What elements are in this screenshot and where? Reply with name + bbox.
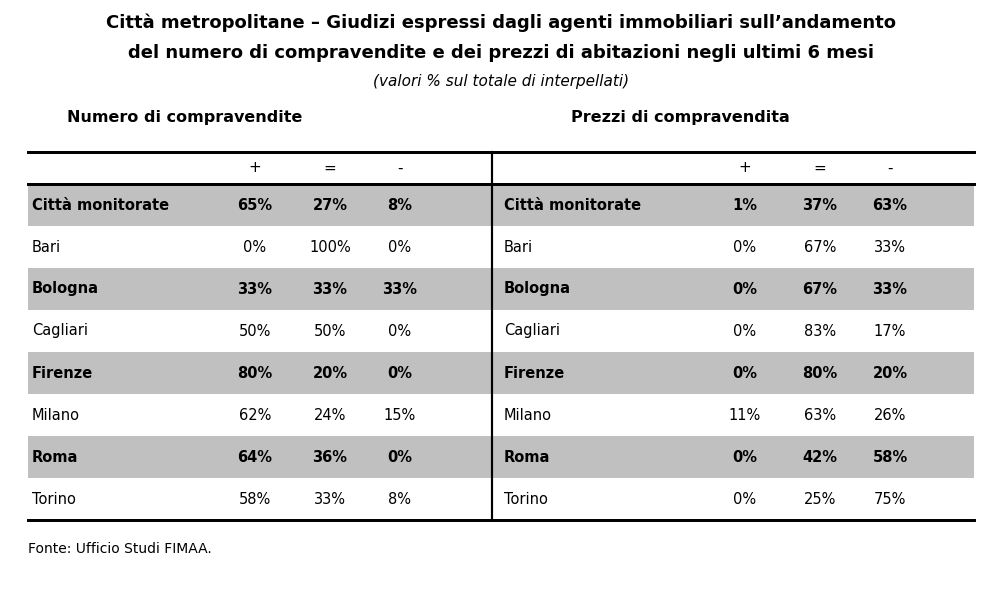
Text: 50%: 50% bbox=[238, 323, 272, 338]
Text: 24%: 24% bbox=[314, 408, 346, 422]
Bar bbox=[28, 478, 492, 520]
Text: 1%: 1% bbox=[732, 197, 758, 213]
Text: 58%: 58% bbox=[873, 450, 908, 464]
Text: 0%: 0% bbox=[732, 365, 758, 381]
Text: 0%: 0% bbox=[243, 240, 267, 255]
Text: 0%: 0% bbox=[733, 240, 757, 255]
Text: 33%: 33% bbox=[874, 240, 906, 255]
Text: =: = bbox=[324, 161, 337, 175]
Text: -: - bbox=[397, 161, 403, 175]
Text: Firenze: Firenze bbox=[32, 365, 93, 381]
Text: Bologna: Bologna bbox=[32, 282, 99, 296]
Bar bbox=[492, 268, 974, 310]
Text: 64%: 64% bbox=[237, 450, 273, 464]
Text: Cagliari: Cagliari bbox=[32, 323, 88, 338]
Text: 11%: 11% bbox=[728, 408, 762, 422]
Text: 33%: 33% bbox=[314, 491, 346, 507]
Text: Milano: Milano bbox=[32, 408, 80, 422]
Text: 36%: 36% bbox=[313, 450, 348, 464]
Text: Città monitorate: Città monitorate bbox=[32, 197, 169, 213]
Text: 0%: 0% bbox=[388, 365, 413, 381]
Text: 50%: 50% bbox=[314, 323, 346, 338]
Bar bbox=[28, 310, 492, 352]
Text: 0%: 0% bbox=[733, 491, 757, 507]
Text: Bari: Bari bbox=[32, 240, 61, 255]
Text: 33%: 33% bbox=[383, 282, 418, 296]
Text: 17%: 17% bbox=[874, 323, 906, 338]
Text: 20%: 20% bbox=[313, 365, 348, 381]
Text: +: + bbox=[738, 161, 752, 175]
Text: Bari: Bari bbox=[504, 240, 533, 255]
Text: 8%: 8% bbox=[388, 197, 413, 213]
Bar bbox=[28, 184, 492, 226]
Bar bbox=[28, 394, 492, 436]
Text: 25%: 25% bbox=[804, 491, 837, 507]
Bar bbox=[492, 478, 974, 520]
Text: =: = bbox=[814, 161, 827, 175]
Bar bbox=[492, 226, 974, 268]
Text: 0%: 0% bbox=[732, 450, 758, 464]
Text: 0%: 0% bbox=[388, 450, 413, 464]
Text: Firenze: Firenze bbox=[504, 365, 565, 381]
Text: 58%: 58% bbox=[238, 491, 272, 507]
Text: 0%: 0% bbox=[732, 282, 758, 296]
Text: 62%: 62% bbox=[238, 408, 272, 422]
Text: Torino: Torino bbox=[32, 491, 76, 507]
Text: 67%: 67% bbox=[804, 240, 837, 255]
Text: 0%: 0% bbox=[389, 323, 412, 338]
Bar bbox=[28, 352, 492, 394]
Text: 27%: 27% bbox=[313, 197, 348, 213]
Text: Numero di compravendite: Numero di compravendite bbox=[67, 110, 303, 125]
Bar bbox=[28, 226, 492, 268]
Text: Prezzi di compravendita: Prezzi di compravendita bbox=[570, 110, 790, 125]
Text: 75%: 75% bbox=[874, 491, 906, 507]
Bar bbox=[492, 394, 974, 436]
Text: 8%: 8% bbox=[389, 491, 412, 507]
Text: 83%: 83% bbox=[804, 323, 836, 338]
Text: 100%: 100% bbox=[310, 240, 351, 255]
Text: Bologna: Bologna bbox=[504, 282, 571, 296]
Text: 65%: 65% bbox=[237, 197, 273, 213]
Text: Cagliari: Cagliari bbox=[504, 323, 560, 338]
Text: Roma: Roma bbox=[504, 450, 550, 464]
Text: Fonte: Ufficio Studi FIMAA.: Fonte: Ufficio Studi FIMAA. bbox=[28, 542, 211, 556]
Text: Roma: Roma bbox=[32, 450, 78, 464]
Text: 15%: 15% bbox=[384, 408, 416, 422]
Text: 33%: 33% bbox=[313, 282, 348, 296]
Text: Città monitorate: Città monitorate bbox=[504, 197, 641, 213]
Text: 0%: 0% bbox=[733, 323, 757, 338]
Text: 63%: 63% bbox=[873, 197, 908, 213]
Text: 37%: 37% bbox=[803, 197, 838, 213]
Text: Milano: Milano bbox=[504, 408, 552, 422]
Bar bbox=[28, 268, 492, 310]
Text: +: + bbox=[248, 161, 262, 175]
Text: 20%: 20% bbox=[873, 365, 908, 381]
Text: Torino: Torino bbox=[504, 491, 548, 507]
Bar bbox=[492, 310, 974, 352]
Bar bbox=[492, 352, 974, 394]
Text: 63%: 63% bbox=[804, 408, 836, 422]
Text: (valori % sul totale di interpellati): (valori % sul totale di interpellati) bbox=[373, 74, 629, 89]
Text: -: - bbox=[887, 161, 893, 175]
Text: 80%: 80% bbox=[803, 365, 838, 381]
Text: 26%: 26% bbox=[874, 408, 906, 422]
Text: 0%: 0% bbox=[389, 240, 412, 255]
Text: 42%: 42% bbox=[803, 450, 838, 464]
Text: del numero di compravendite e dei prezzi di abitazioni negli ultimi 6 mesi: del numero di compravendite e dei prezzi… bbox=[128, 44, 874, 62]
Text: 33%: 33% bbox=[237, 282, 273, 296]
Bar bbox=[492, 184, 974, 226]
Text: Città metropolitane – Giudizi espressi dagli agenti immobiliari sull’andamento: Città metropolitane – Giudizi espressi d… bbox=[106, 14, 896, 32]
Text: 80%: 80% bbox=[237, 365, 273, 381]
Text: 67%: 67% bbox=[803, 282, 838, 296]
Bar bbox=[28, 436, 492, 478]
Bar bbox=[492, 436, 974, 478]
Text: 33%: 33% bbox=[873, 282, 908, 296]
